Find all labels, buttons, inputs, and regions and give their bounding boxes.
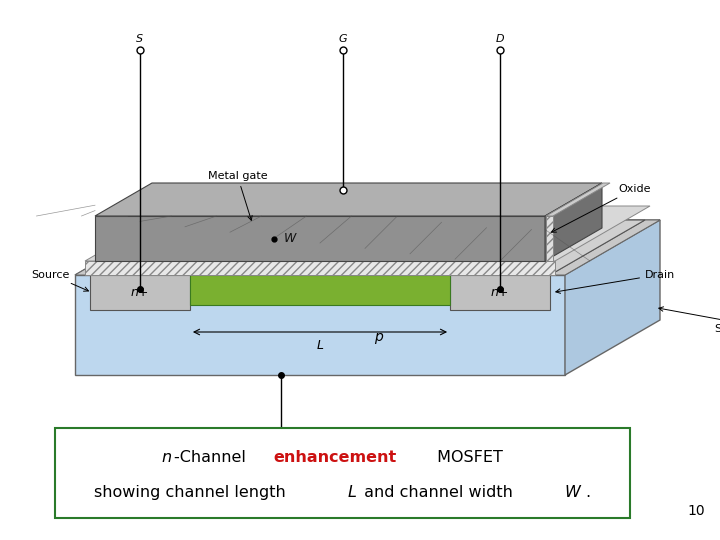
Text: n+: n+ <box>491 286 509 299</box>
Bar <box>55 428 630 518</box>
Polygon shape <box>450 220 645 275</box>
Polygon shape <box>450 275 550 310</box>
Text: D: D <box>495 34 504 44</box>
Text: W: W <box>564 485 580 500</box>
Polygon shape <box>95 216 545 261</box>
Text: B: B <box>277 466 284 476</box>
Text: L: L <box>348 485 356 500</box>
Polygon shape <box>75 220 660 275</box>
Text: 10: 10 <box>688 504 705 518</box>
Text: MOSFET: MOSFET <box>433 450 503 465</box>
Polygon shape <box>90 220 285 275</box>
Text: Oxide: Oxide <box>552 184 651 232</box>
Text: showing channel length: showing channel length <box>94 485 290 500</box>
Polygon shape <box>546 216 553 261</box>
Text: L: L <box>317 339 323 352</box>
Polygon shape <box>545 183 602 261</box>
Polygon shape <box>90 275 190 310</box>
Polygon shape <box>75 275 565 375</box>
Text: n: n <box>161 450 171 465</box>
Polygon shape <box>85 261 555 275</box>
Polygon shape <box>550 220 660 275</box>
Polygon shape <box>565 220 660 375</box>
Text: -Channel: -Channel <box>174 450 251 465</box>
Text: and channel width: and channel width <box>359 485 518 500</box>
Polygon shape <box>190 220 545 275</box>
Text: .: . <box>585 485 590 500</box>
Text: enhancement: enhancement <box>274 450 397 465</box>
Text: W: W <box>284 232 297 245</box>
Text: p: p <box>374 330 383 344</box>
Text: S: S <box>136 34 143 44</box>
Text: Metal gate: Metal gate <box>207 171 267 220</box>
Polygon shape <box>190 275 450 305</box>
Text: G: G <box>338 34 347 44</box>
Polygon shape <box>85 206 650 261</box>
Polygon shape <box>95 183 602 216</box>
Text: Drain: Drain <box>556 269 675 293</box>
Text: Source: Source <box>32 269 89 291</box>
Text: Substrate (or body): Substrate (or body) <box>659 307 720 334</box>
Polygon shape <box>546 183 610 216</box>
Text: n+: n+ <box>131 286 149 299</box>
Polygon shape <box>75 220 185 275</box>
